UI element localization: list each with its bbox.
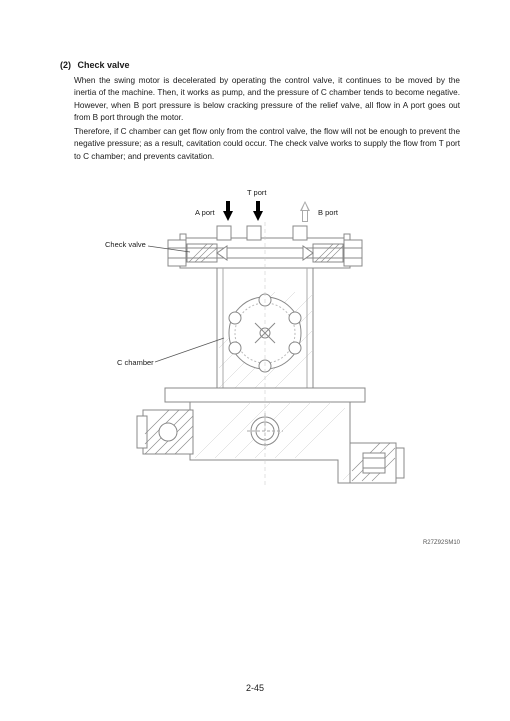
section-title: Check valve bbox=[77, 60, 129, 70]
paragraph-2: Therefore, if C chamber can get flow onl… bbox=[74, 126, 460, 163]
valve-diagram: T port A port B port Check valve C chamb… bbox=[95, 188, 425, 503]
figure-reference: R27Z92SM10 bbox=[423, 540, 460, 546]
valve-cross-section-svg bbox=[95, 188, 425, 503]
page: (2) Check valve When the swing motor is … bbox=[0, 0, 510, 721]
section-heading: (2) Check valve bbox=[60, 55, 460, 73]
paragraph-1: When the swing motor is decelerated by o… bbox=[74, 75, 460, 124]
page-number: 2-45 bbox=[0, 683, 510, 693]
section-number: (2) bbox=[60, 60, 71, 70]
